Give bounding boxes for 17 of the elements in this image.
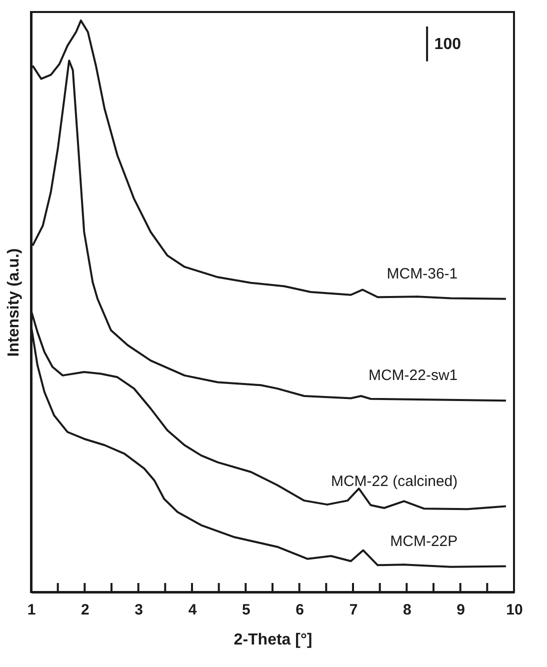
x-tick-label: 2	[80, 602, 90, 618]
x-tick-label: 8	[402, 602, 412, 618]
y-axis-title: Intensity (a.u.)	[6, 248, 22, 357]
x-tick-label: 6	[296, 602, 304, 618]
series-label: MCM-22 (calcined)	[330, 472, 458, 490]
x-tick-label: 5	[242, 602, 250, 618]
series-label: MCM-22-sw1	[368, 367, 458, 384]
x-tick-label: 1	[27, 602, 36, 618]
x-tick-label: 10	[506, 602, 523, 618]
x-tick-label: 4	[188, 602, 198, 618]
series-label: MCM-36-1	[386, 265, 458, 282]
x-axis-title: 2-Theta [°]	[234, 632, 312, 648]
series-label: MCM-22P	[390, 532, 458, 550]
x-tick-label: 9	[456, 602, 466, 618]
x-tick-label: 3	[134, 602, 144, 618]
x-tick-label: 7	[349, 602, 358, 618]
annotation: 100	[434, 36, 462, 53]
